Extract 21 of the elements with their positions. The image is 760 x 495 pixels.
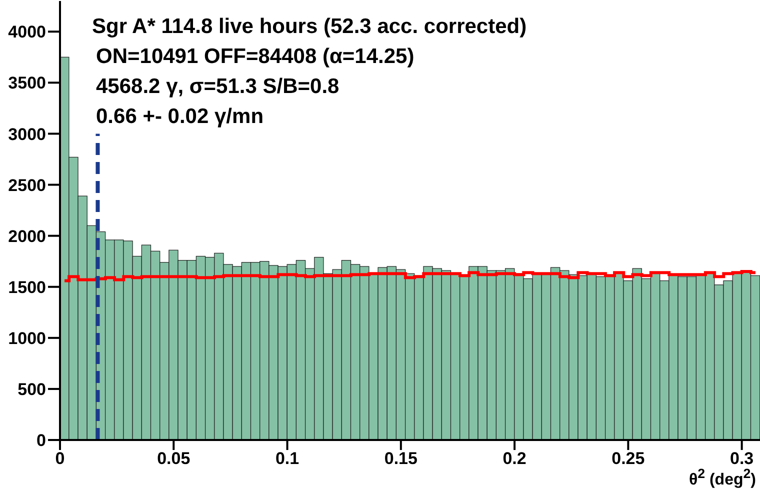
x-tick-label: 0.3 bbox=[730, 449, 754, 468]
y-tick-label: 1500 bbox=[8, 278, 46, 297]
y-tick-label: 3500 bbox=[8, 74, 46, 93]
y-tick-label: 3000 bbox=[8, 124, 46, 144]
x-tick-label: 0.25 bbox=[612, 449, 645, 468]
x-tick-label: 0.2 bbox=[502, 449, 526, 468]
y-tick-label: 1000 bbox=[8, 328, 46, 348]
y-tick-label: 4000 bbox=[8, 22, 46, 42]
x-tick-label: 0 bbox=[55, 449, 65, 468]
x-tick-label: 0.15 bbox=[384, 449, 418, 468]
y-tick-label: 2000 bbox=[8, 226, 46, 246]
x-axis-title: θ$^{2}$ (deg$^{2}$) bbox=[688, 466, 756, 488]
annotation: ON=10491 OFF=84408 (α=14.25) bbox=[96, 44, 416, 70]
y-tick-label: 0 bbox=[36, 431, 46, 450]
x-tick-label: 0.1 bbox=[275, 449, 300, 468]
annotation: 4568.2 γ, σ=51.3 S/B=0.8 bbox=[96, 74, 340, 100]
y-tick-label: 500 bbox=[18, 380, 46, 399]
x-tick-label: 0.05 bbox=[157, 449, 190, 468]
annotation: 0.66 +- 0.02 γ/mn bbox=[96, 104, 265, 130]
annotation: Sgr A* 114.8 live hours (52.3 acc. corrected) bbox=[92, 14, 527, 40]
y-tick-label: 2500 bbox=[8, 176, 46, 195]
